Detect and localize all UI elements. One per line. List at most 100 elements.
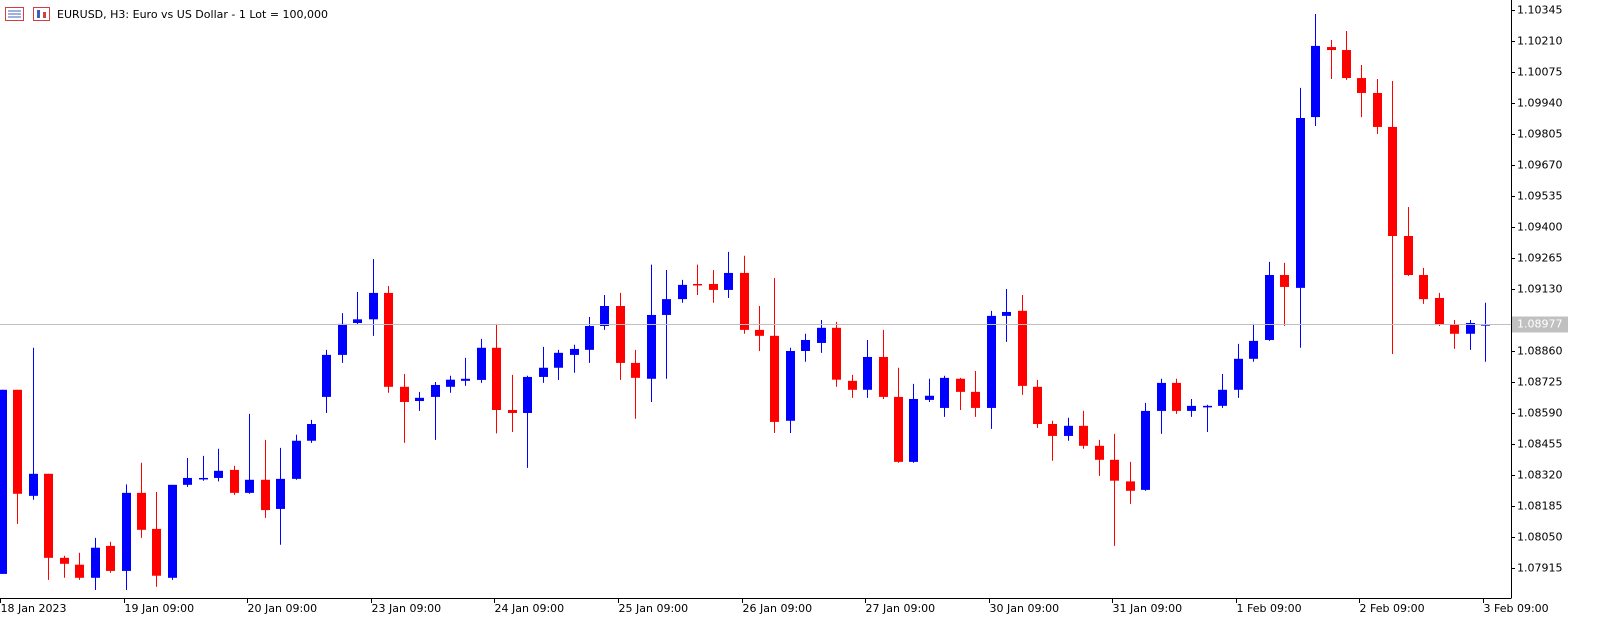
y-tick-label: 1.09805	[1517, 128, 1563, 141]
candle-body	[307, 423, 316, 441]
candle-body	[230, 469, 239, 493]
candle-body	[1187, 405, 1196, 411]
candle-body	[199, 477, 208, 480]
candle-body	[940, 377, 949, 408]
candle-body	[152, 528, 161, 576]
x-tick-label: 18 Jan 2023	[1, 602, 67, 615]
candle-body	[863, 356, 872, 390]
candle-body	[338, 323, 347, 355]
candle-body	[987, 315, 996, 408]
x-tick-label: 25 Jan 09:00	[619, 602, 689, 615]
y-tick-label: 1.09130	[1517, 283, 1563, 296]
y-tick-label: 1.08455	[1517, 438, 1563, 451]
candle-body	[523, 376, 532, 413]
plot-area	[0, 14, 1511, 590]
x-tick-label: 24 Jan 09:00	[495, 602, 565, 615]
candle-body	[29, 473, 38, 496]
candle-body	[1280, 275, 1289, 287]
candle-body	[431, 384, 440, 397]
candle-body	[44, 473, 53, 558]
candle-body	[91, 547, 100, 578]
last-price-box	[1512, 316, 1568, 333]
chart-icons	[5, 7, 50, 21]
candle-body	[755, 329, 764, 336]
candle-body	[60, 557, 69, 564]
candle-body	[1172, 382, 1181, 411]
candle-body	[925, 395, 934, 400]
candle-body	[1265, 275, 1274, 340]
candle-body	[137, 492, 146, 530]
candle-body	[168, 484, 177, 578]
candle-body	[369, 292, 378, 320]
x-tick-label: 2 Feb 09:00	[1360, 602, 1425, 615]
candle-body	[508, 409, 517, 413]
candle-body	[709, 283, 718, 290]
y-tick-label: 1.09670	[1517, 159, 1563, 172]
candle-body	[183, 477, 192, 485]
x-tick-label: 31 Jan 09:00	[1113, 602, 1183, 615]
candle-body	[13, 389, 22, 494]
candle-body	[879, 356, 888, 397]
y-tick-label: 1.09400	[1517, 221, 1563, 234]
candle-body	[616, 306, 625, 363]
candle-body	[1002, 311, 1011, 316]
y-tick-label: 1.07915	[1517, 562, 1563, 575]
x-tick-label: 26 Jan 09:00	[743, 602, 813, 615]
candle-body	[292, 440, 301, 479]
candle-body	[647, 314, 656, 379]
candle-body	[75, 564, 84, 578]
candle-body	[1342, 50, 1351, 79]
candle-body	[122, 492, 131, 571]
y-tick-label: 1.08860	[1517, 345, 1563, 358]
candle-body	[261, 479, 270, 511]
candle-body	[1157, 382, 1166, 411]
candle-body	[832, 327, 841, 380]
candle-body	[1296, 117, 1305, 288]
candle-body	[1095, 445, 1104, 460]
candle-body	[1018, 310, 1027, 386]
y-tick-label: 1.10210	[1517, 35, 1563, 48]
candle-body	[322, 354, 331, 397]
candle-body	[415, 397, 424, 402]
candle-body	[1203, 405, 1212, 408]
candle-body	[1373, 92, 1382, 127]
candle-body	[817, 327, 826, 343]
candle-body	[740, 272, 749, 330]
candle-body	[1327, 47, 1336, 51]
candle-body	[1141, 410, 1150, 490]
y-tick-label: 1.09265	[1517, 252, 1563, 265]
candle-body	[600, 306, 609, 326]
candle-body	[1064, 425, 1073, 436]
candle-body	[1079, 425, 1088, 446]
candle-body	[1311, 45, 1320, 118]
y-tick-label: 1.08590	[1517, 407, 1563, 420]
y-tick-label: 1.08050	[1517, 531, 1563, 544]
candle-body	[1450, 324, 1459, 334]
candle-body	[1357, 78, 1366, 93]
candle-body	[446, 379, 455, 387]
candle-body	[894, 396, 903, 462]
candle-body	[585, 325, 594, 350]
y-tick-label: 1.10075	[1517, 66, 1563, 79]
candle-body	[1110, 459, 1119, 481]
candle-body	[570, 348, 579, 355]
candle-body	[1126, 481, 1135, 491]
y-tick-label: 1.08185	[1517, 500, 1563, 513]
candle-body	[770, 335, 779, 422]
x-tick-label: 27 Jan 09:00	[866, 602, 936, 615]
candle-body	[353, 319, 362, 323]
candle-body	[1218, 389, 1227, 406]
candle-body	[384, 292, 393, 387]
candle-body	[1033, 386, 1042, 424]
candle-body	[554, 352, 563, 368]
y-tick-label: 1.08725	[1517, 376, 1563, 389]
x-tick-label: 19 Jan 09:00	[125, 602, 195, 615]
candle-body	[1388, 126, 1397, 236]
y-tick-label: 1.09535	[1517, 190, 1563, 203]
candle-body	[1249, 340, 1258, 359]
candle-body	[1048, 423, 1057, 436]
candle-body	[909, 398, 918, 462]
candle-body	[0, 389, 7, 574]
candle-body	[461, 378, 470, 381]
